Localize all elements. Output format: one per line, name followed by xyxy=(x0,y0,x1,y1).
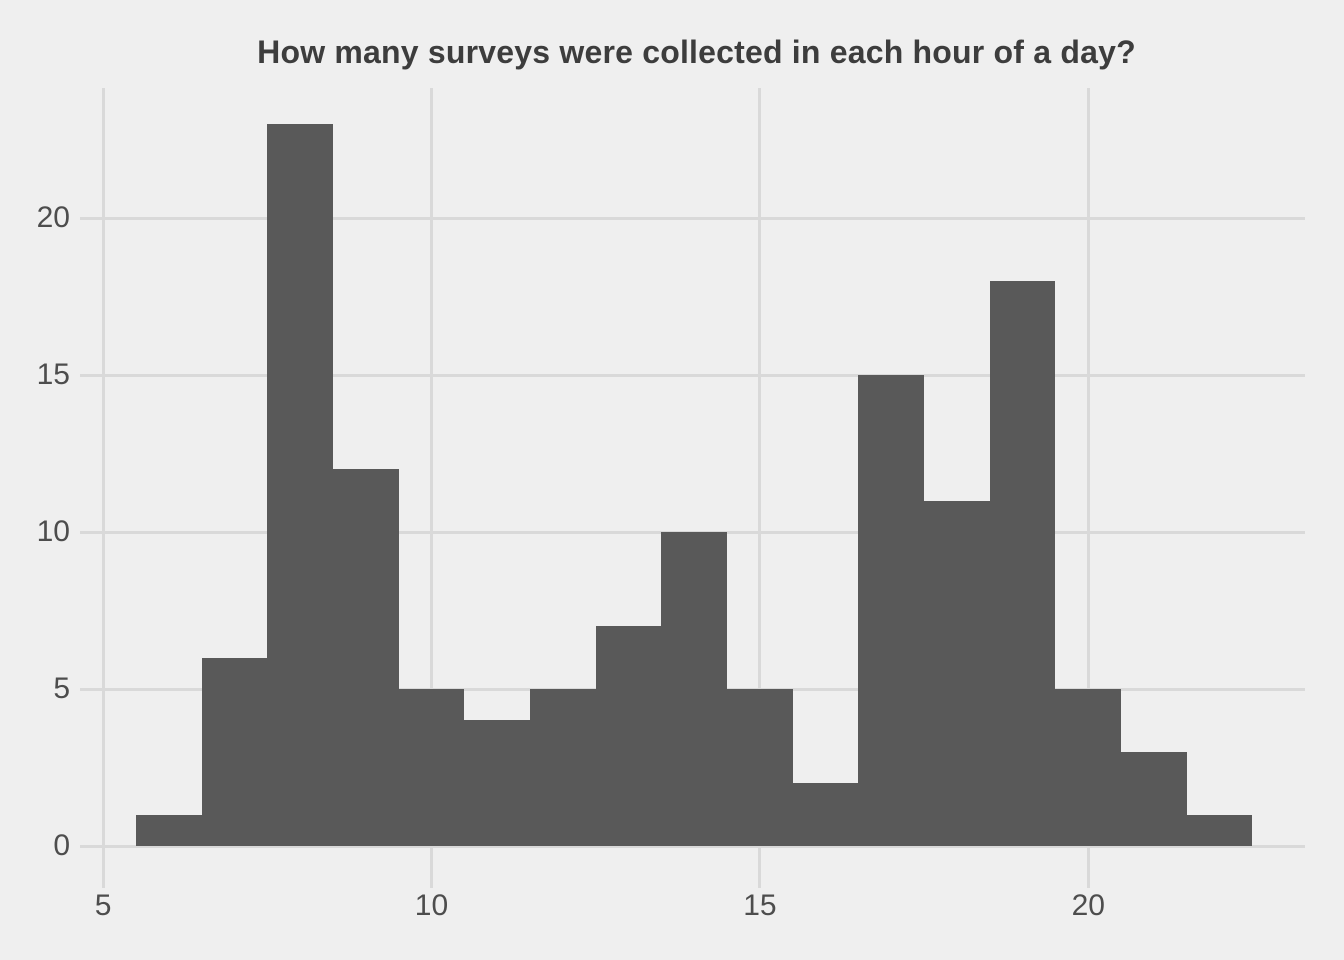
histogram-bar-hour-14 xyxy=(661,532,728,847)
x-tick-label: 5 xyxy=(94,889,112,922)
y-tick-0 xyxy=(80,844,88,848)
gridline-y-20 xyxy=(88,216,1305,220)
x-tick-label: 20 xyxy=(1071,889,1105,922)
y-tick-label: 0 xyxy=(53,829,70,863)
histogram-bar-hour-10 xyxy=(398,689,465,847)
x-tick-20 xyxy=(1086,880,1090,888)
histogram-bar-hour-16 xyxy=(792,783,859,847)
histogram-bar-hour-18 xyxy=(924,500,990,847)
histogram-bar-hour-12 xyxy=(530,689,596,847)
histogram-bar-hour-20 xyxy=(1055,689,1122,847)
y-tick-label: 10 xyxy=(36,515,70,549)
y-tick-20 xyxy=(80,216,88,220)
x-tick-15 xyxy=(758,880,762,888)
y-tick-15 xyxy=(80,373,88,377)
x-tick-label: 10 xyxy=(414,889,449,922)
y-tick-label: 15 xyxy=(36,358,70,392)
gridline-x-10 xyxy=(429,88,433,880)
gridline-x-20 xyxy=(1086,88,1090,880)
histogram-bar-hour-11 xyxy=(464,720,530,847)
histogram-bar-hour-13 xyxy=(595,626,662,847)
histogram-bar-hour-17 xyxy=(858,375,925,847)
histogram-bar-hour-21 xyxy=(1121,751,1187,847)
gridline-x-15 xyxy=(758,88,762,880)
gridline-x-5 xyxy=(101,88,105,880)
x-tick-label: 15 xyxy=(743,889,777,922)
plot-panel: 5 10 15 20 0 5 10 15 20 xyxy=(37,88,1305,922)
histogram-bar-hour-8 xyxy=(267,123,333,847)
histogram-bar-hour-9 xyxy=(332,469,399,847)
histogram-bar-hour-15 xyxy=(727,689,793,847)
histogram-bar-hour-6 xyxy=(135,814,202,847)
gridline-y-15 xyxy=(88,373,1305,377)
histogram-bar-hour-7 xyxy=(201,657,268,847)
chart-title: How many surveys were collected in each … xyxy=(257,34,1136,70)
histogram-bar-hour-19 xyxy=(989,280,1056,847)
x-tick-5 xyxy=(101,880,105,888)
y-tick-label: 20 xyxy=(36,201,70,234)
gridline-y-0 xyxy=(88,844,1305,848)
x-tick-10 xyxy=(429,880,433,888)
histogram-bar-hour-22 xyxy=(1186,814,1253,847)
y-tick-10 xyxy=(80,530,88,534)
y-tick-5 xyxy=(80,687,88,691)
y-tick-label: 5 xyxy=(53,672,70,706)
